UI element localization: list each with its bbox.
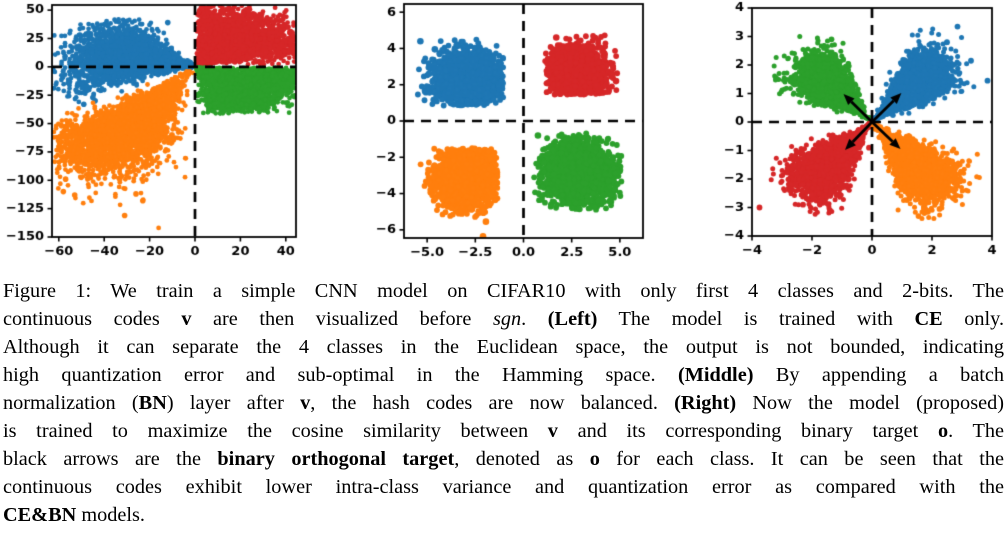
caption-segment: are then visualized before	[191, 308, 493, 330]
caption-segment: black arrows are the	[3, 448, 218, 470]
scatter-plot-middle	[336, 0, 672, 270]
caption-segment: , denoted as	[454, 448, 590, 470]
caption-segment: Figure 1: We train a simple CNN model on…	[3, 280, 1004, 302]
caption-line: CE&BN models.	[3, 501, 1004, 529]
caption-segment: , the hash codes are now balanced.	[310, 392, 675, 414]
caption-segment: BN	[138, 392, 167, 414]
caption-segment: continuous codes	[3, 308, 182, 330]
caption-segment: v	[547, 420, 558, 442]
caption-line: high quantization error and sub-optimal …	[3, 361, 1004, 389]
caption-segment: The model is trained with	[597, 308, 915, 330]
caption-line: Figure 1: We train a simple CNN model on…	[3, 277, 1004, 305]
caption-segment: and its corresponding binary target	[557, 420, 938, 442]
caption-segment: CE	[914, 308, 943, 330]
caption-segment: sgn	[492, 308, 522, 330]
caption-segment: (Middle)	[677, 364, 754, 386]
caption-segment: By appending a batch	[753, 364, 1004, 386]
caption-line: continuous codes exhibit lower intra-cla…	[3, 473, 1004, 501]
caption-segment: high quantization error and sub-optimal …	[3, 364, 678, 386]
caption-line: black arrows are the binary orthogonal t…	[3, 445, 1004, 473]
figure-caption: Figure 1: We train a simple CNN model on…	[3, 277, 1004, 529]
caption-segment: v	[181, 308, 192, 330]
caption-line: continuous codes v are then visualized b…	[3, 305, 1004, 333]
caption-segment: is trained to maximize the cosine simila…	[3, 420, 548, 442]
caption-segment: Now the model (proposed)	[736, 392, 1004, 414]
caption-segment: continuous codes exhibit lower intra-cla…	[3, 476, 1004, 498]
caption-segment: CE&BN	[3, 504, 77, 526]
caption-segment: o	[937, 420, 949, 442]
caption-segment: only.	[942, 308, 1005, 330]
caption-segment: . The	[948, 420, 1004, 442]
caption-line: is trained to maximize the cosine simila…	[3, 417, 1004, 445]
caption-segment: Although it can separate the 4 classes i…	[3, 336, 1004, 358]
scatter-plot-right	[672, 0, 1008, 270]
caption-segment: for each class. It can be seen that the	[599, 448, 1004, 470]
caption-segment: o	[589, 448, 600, 470]
caption-segment: v	[300, 392, 311, 414]
scatter-plot-left	[0, 0, 336, 270]
caption-segment: normalization (	[3, 392, 139, 414]
caption-segment: (Right)	[674, 392, 737, 414]
caption-line: Although it can separate the 4 classes i…	[3, 333, 1004, 361]
caption-segment: models.	[76, 504, 145, 526]
caption-segment: binary orthogonal target	[217, 448, 455, 470]
caption-segment: ) layer after	[166, 392, 301, 414]
figure-1-plots	[0, 0, 1008, 270]
caption-segment: .	[521, 308, 548, 330]
caption-segment: (Left)	[547, 308, 598, 330]
caption-line: normalization (BN) layer after v, the ha…	[3, 389, 1004, 417]
